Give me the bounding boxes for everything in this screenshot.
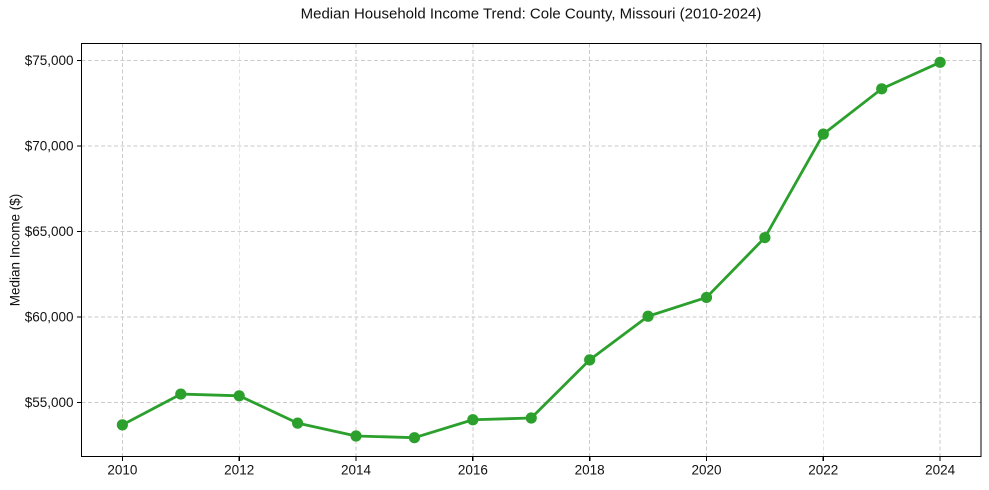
data-point-2018: [584, 354, 596, 366]
x-tick-label: 2014: [341, 463, 372, 478]
data-point-2019: [642, 310, 654, 322]
data-point-2024: [934, 56, 946, 68]
x-tick-label: 2010: [107, 463, 137, 478]
data-point-2011: [175, 388, 187, 400]
trend-line: [120, 60, 942, 440]
data-point-2020: [700, 291, 713, 304]
y-tick-label: $75,000: [25, 53, 74, 68]
data-point-2016: [467, 414, 479, 426]
data-point-2012: [233, 390, 245, 402]
data-point-2015: [408, 432, 421, 444]
y-tick-label: $60,000: [25, 310, 74, 325]
x-tick-label: 2018: [575, 463, 605, 478]
y-tick-label: $70,000: [25, 139, 74, 154]
x-tick-label: 2022: [808, 463, 838, 478]
plot-frame: [80, 42, 982, 458]
y-tick-label: $65,000: [25, 224, 74, 239]
data-point-2022: [817, 128, 829, 140]
x-tick-label: 2016: [458, 463, 488, 478]
x-tick-label: 2020: [691, 463, 721, 478]
y-axis-label: Median Income ($): [7, 193, 23, 307]
data-point-2017: [525, 412, 537, 424]
data-point-2021: [759, 232, 771, 244]
x-tick-label: 2012: [224, 463, 254, 478]
chart-title: Median Household Income Trend: Cole Coun…: [300, 5, 762, 23]
y-tick-label: $55,000: [25, 395, 74, 410]
data-point-2014: [350, 430, 362, 442]
data-point-2023: [876, 83, 888, 95]
x-tick-label: 2024: [925, 463, 956, 478]
data-point-2010: [116, 419, 128, 431]
data-point-2013: [292, 417, 304, 429]
